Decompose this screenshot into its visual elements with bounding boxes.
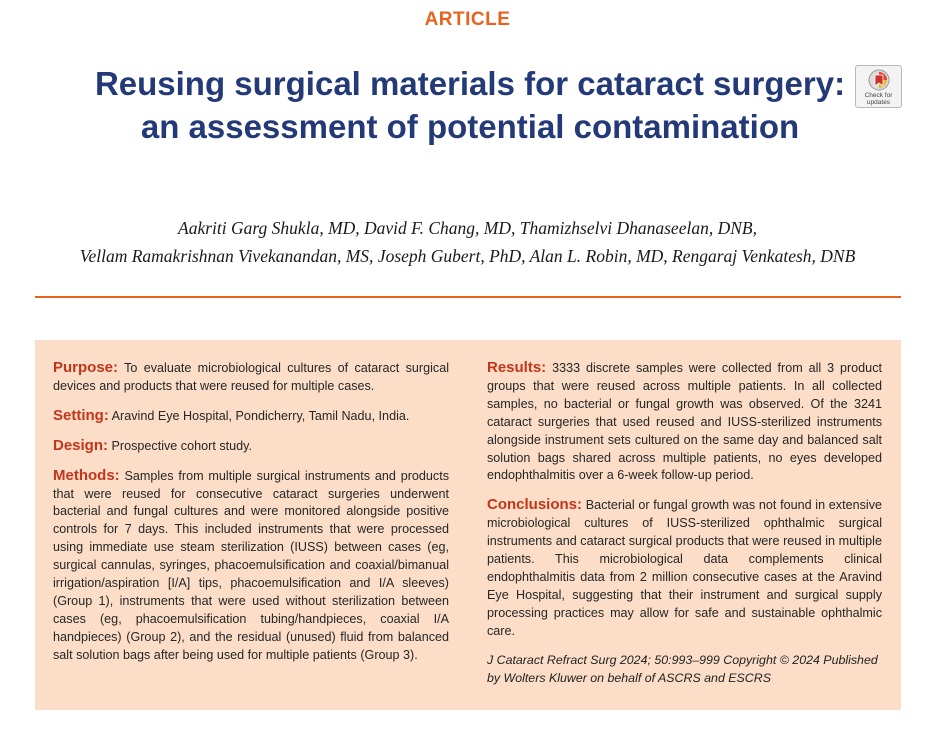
setting-text: Aravind Eye Hospital, Pondicherry, Tamil… — [111, 408, 410, 423]
abstract-purpose: Purpose: To evaluate microbiological cul… — [53, 359, 449, 396]
author-line-1: Aakriti Garg Shukla, MD, David F. Chang,… — [178, 218, 757, 238]
conclusions-text: Bacterial or fungal growth was not found… — [487, 498, 882, 638]
methods-heading: Methods: — [53, 466, 120, 484]
abstract-conclusions: Conclusions: Bacterial or fungal growth … — [487, 496, 882, 640]
section-label: ARTICLE — [424, 9, 511, 30]
results-text: 3333 discrete samples were collected fro… — [487, 361, 882, 483]
divider-rule — [35, 296, 901, 298]
check-for-updates-icon — [868, 69, 889, 91]
abstract-column-right: Results: 3333 discrete samples were coll… — [487, 359, 882, 687]
methods-text: Samples from multiple surgical instrumen… — [53, 468, 450, 662]
conclusions-heading: Conclusions: — [487, 496, 583, 514]
article-title: Reusing surgical materials for cataract … — [94, 65, 846, 145]
design-text: Prospective cohort study. — [111, 438, 252, 453]
author-line-2: Vellam Ramakrishnan Vivekanandan, MS, Jo… — [79, 246, 856, 266]
abstract-results: Results: 3333 discrete samples were coll… — [487, 359, 882, 485]
abstract-column-left: Purpose: To evaluate microbiological cul… — [53, 359, 449, 676]
abstract-methods: Methods: Samples from multiple surgical … — [53, 467, 449, 665]
abstract-setting: Setting: Aravind Eye Hospital, Pondicher… — [53, 407, 449, 426]
results-heading: Results: — [487, 359, 547, 376]
abstract-box — [35, 340, 901, 710]
purpose-heading: Purpose: — [53, 359, 119, 376]
check-for-updates-badge[interactable]: Check for updates — [855, 65, 902, 108]
author-list: Aakriti Garg Shukla, MD, David F. Chang,… — [0, 214, 935, 270]
design-heading: Design: — [53, 436, 109, 454]
purpose-text: To evaluate microbiological cultures of … — [53, 361, 449, 393]
journal-citation: J Cataract Refract Surg 2024; 50:993–999… — [487, 652, 878, 685]
badge-label: Check for updates — [864, 92, 893, 106]
abstract-design: Design: Prospective cohort study. — [53, 437, 449, 456]
setting-heading: Setting: — [53, 406, 109, 424]
